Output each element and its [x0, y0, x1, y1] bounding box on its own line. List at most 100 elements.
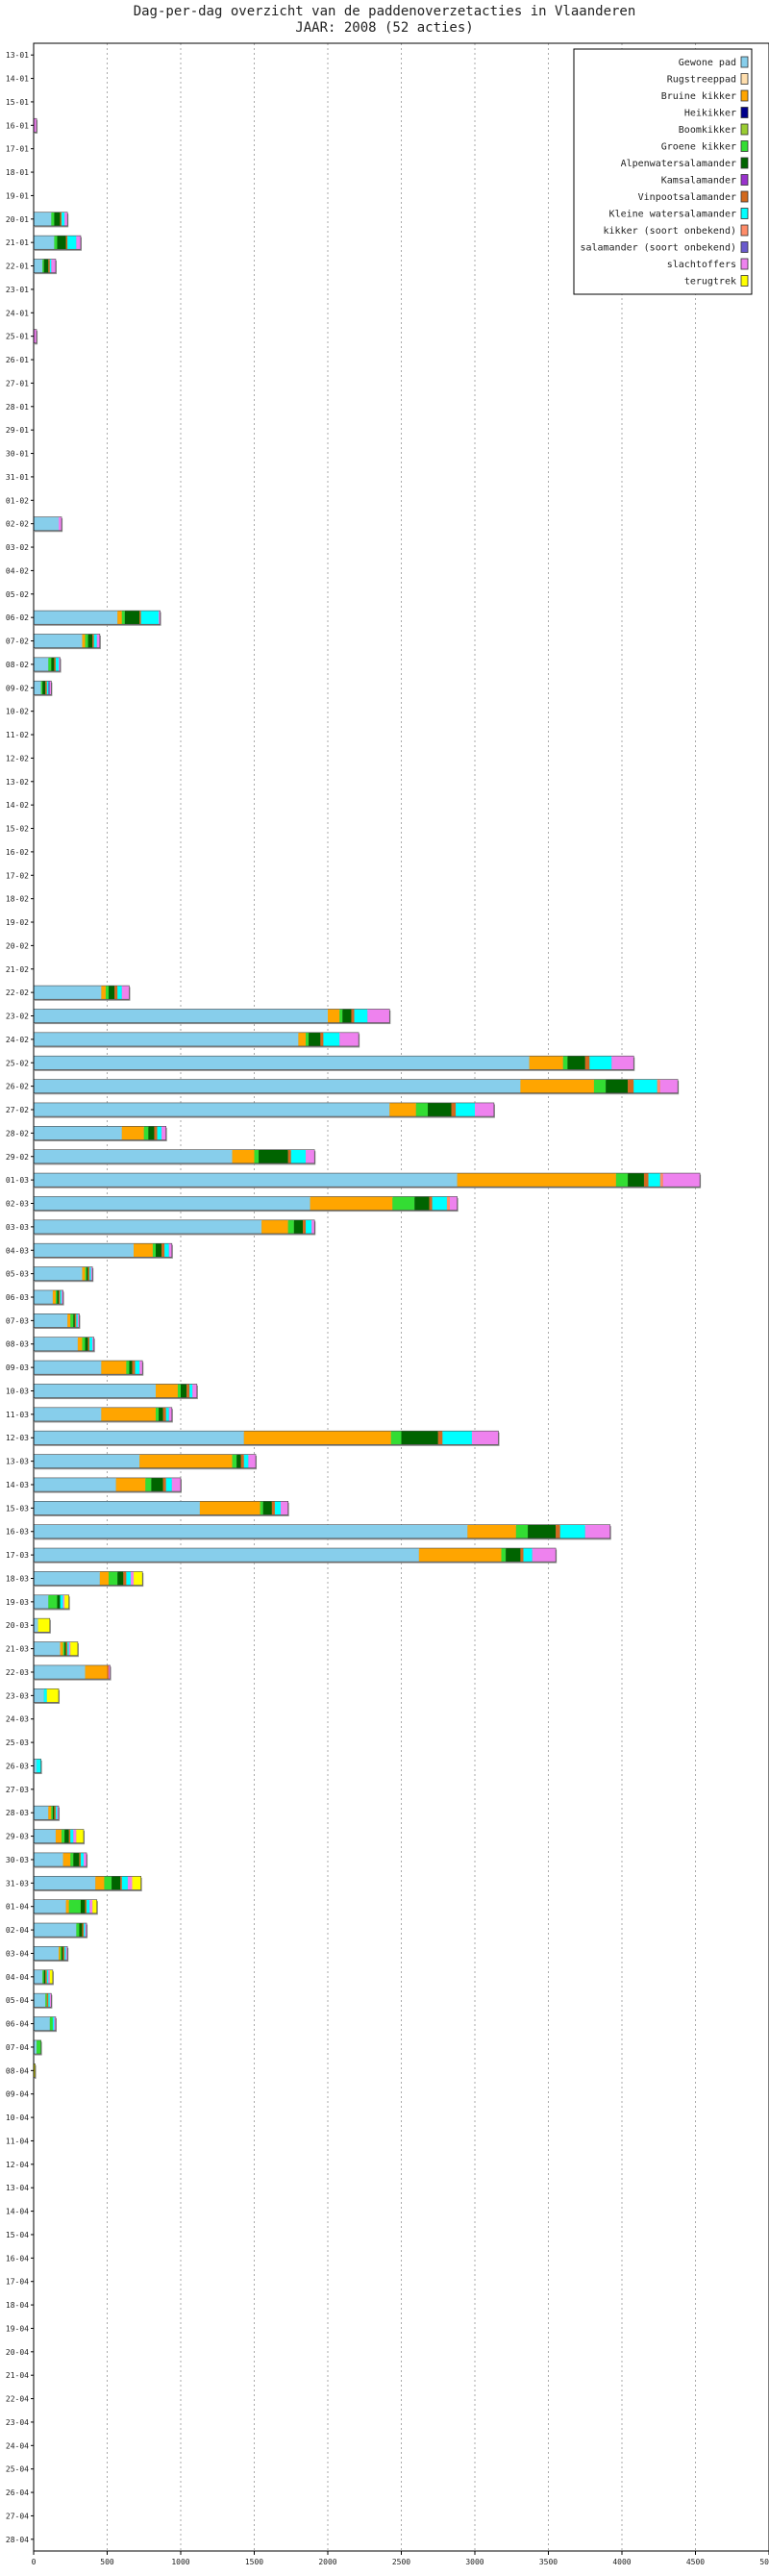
bar-segment — [65, 1899, 69, 1913]
bar-segment — [659, 1079, 679, 1093]
bar-segment — [475, 1102, 494, 1117]
y-tick-label: 18-04 — [6, 2301, 29, 2310]
y-tick-label: 21-02 — [6, 965, 29, 974]
y-tick-label: 10-04 — [6, 2113, 29, 2122]
bar-segment — [287, 1149, 291, 1163]
bar-segment — [243, 1431, 391, 1445]
y-tick-label: 15-03 — [6, 1504, 29, 1513]
y-tick-label: 23-01 — [6, 286, 29, 294]
bar-segment — [49, 681, 52, 695]
legend-swatch — [740, 89, 749, 102]
bar-segment — [306, 1149, 315, 1163]
bar-segment — [77, 1337, 83, 1351]
bar-segment — [92, 1899, 97, 1913]
bar-segment — [43, 1688, 47, 1703]
bar-segment — [392, 1196, 415, 1211]
bar-segment — [515, 1524, 529, 1538]
y-tick-label: 20-02 — [6, 941, 29, 950]
bar-segment — [611, 1056, 634, 1070]
bar-segment — [92, 1337, 94, 1351]
bar-segment — [281, 1501, 288, 1515]
bar-segment — [34, 1289, 53, 1305]
bar-segment — [65, 1641, 68, 1656]
bar-segment — [414, 1196, 430, 1211]
bar-segment — [57, 1289, 60, 1305]
y-tick-label: 01-02 — [6, 496, 29, 505]
y-tick-label: 09-04 — [6, 2090, 29, 2099]
bar-segment — [46, 1969, 49, 1984]
y-tick-label: 27-01 — [6, 379, 29, 388]
bar-segment — [532, 1548, 557, 1563]
bar-segment — [34, 516, 60, 531]
bar-segment — [54, 2016, 56, 2031]
bar-segment — [155, 1407, 160, 1421]
legend-label: Vinpootsalamander — [638, 192, 736, 203]
bar-segment — [34, 1477, 116, 1492]
bar-segment — [428, 1102, 452, 1117]
bar-segment — [57, 1806, 60, 1820]
bar-segment — [76, 236, 81, 250]
bar-segment — [162, 1407, 166, 1421]
bar-segment — [64, 1594, 69, 1609]
bar-segment — [168, 1243, 172, 1258]
bar-segment — [82, 1337, 86, 1351]
bar-segment — [34, 657, 49, 671]
bar-segment — [342, 1009, 352, 1023]
bar-segment — [177, 1384, 181, 1398]
bar-segment — [48, 1969, 50, 1984]
bar-segment — [243, 1454, 249, 1468]
bar-segment — [62, 1641, 65, 1656]
bar-segment — [85, 1664, 108, 1680]
bar-segment — [236, 1454, 241, 1468]
bar-segment — [68, 1899, 81, 1913]
bar-segment — [85, 634, 88, 648]
bar-segment — [135, 1361, 140, 1375]
bar-segment — [556, 1524, 560, 1538]
x-tick-label: 5000 — [759, 2558, 769, 2566]
bar-segment — [123, 1571, 127, 1586]
bar-segment — [161, 1126, 166, 1140]
bar-segment — [529, 1056, 563, 1070]
bar-segment — [34, 1594, 49, 1609]
bar-segment — [70, 1313, 74, 1328]
bar-segment — [57, 1594, 61, 1609]
bar-segment — [189, 1384, 193, 1398]
bar-segment — [232, 1149, 255, 1163]
y-tick-label: 13-01 — [6, 51, 29, 60]
y-tick-label: 14-02 — [6, 801, 29, 810]
bar-segment — [34, 1946, 60, 1961]
y-tick-label: 17-03 — [6, 1551, 29, 1560]
bars — [33, 117, 702, 2079]
y-tick-label: 25-02 — [6, 1059, 29, 1067]
bar-segment — [145, 1477, 152, 1492]
bar-segment — [157, 1126, 162, 1140]
bar-segment — [34, 2039, 37, 2055]
bar-segment — [643, 1173, 649, 1188]
bar-segment — [82, 634, 86, 648]
bar-segment — [70, 1641, 78, 1656]
bar-segment — [70, 1852, 74, 1867]
bar-segment — [164, 1243, 169, 1258]
bar-segment — [46, 1688, 60, 1703]
bar-segment — [248, 1454, 257, 1468]
bar-segment — [60, 1594, 63, 1609]
bar-segment — [143, 1126, 149, 1140]
bar-segment — [415, 1102, 429, 1117]
y-tick-label: 08-04 — [6, 2066, 29, 2075]
bar-segment — [129, 1361, 133, 1375]
bar-segment — [457, 1173, 616, 1188]
bar-segment — [37, 1618, 50, 1633]
y-tick-label: 07-03 — [6, 1316, 29, 1325]
bar-segment — [84, 1923, 86, 1938]
bar-segment — [67, 1313, 71, 1328]
bar-segment — [134, 1571, 143, 1586]
bar-segment — [60, 212, 62, 226]
legend-swatch — [740, 157, 749, 169]
bar-segment — [62, 1829, 65, 1843]
bar-segment — [34, 2063, 36, 2078]
bar-segment — [389, 1102, 416, 1117]
y-tick-label: 18-03 — [6, 1574, 29, 1583]
bar-segment — [134, 1243, 153, 1258]
y-tick-label: 14-04 — [6, 2208, 29, 2216]
